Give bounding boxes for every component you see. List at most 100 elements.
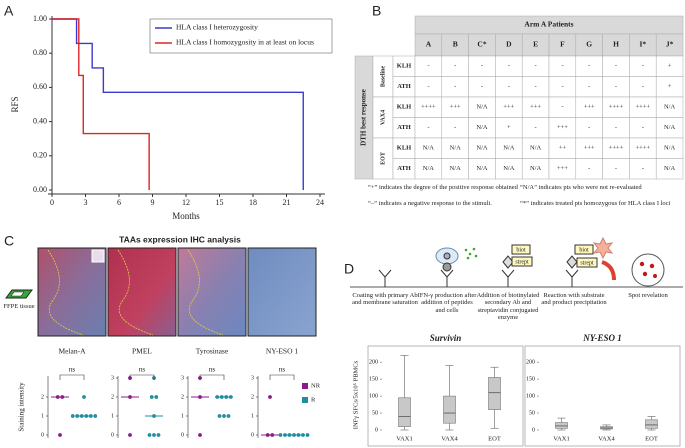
image-label: Tyrosinase — [196, 347, 229, 356]
y-tick-label: 100 — [369, 393, 378, 399]
dot — [301, 433, 305, 437]
dot — [268, 395, 272, 399]
table-value: - — [481, 83, 483, 90]
y-tick-label: 50 — [372, 410, 378, 416]
x-tick-label: 6 — [117, 198, 121, 207]
y-tick-label: 3 — [181, 375, 184, 381]
table-value: N/A — [450, 145, 462, 152]
dot — [152, 433, 156, 437]
y-tick-label: 100 — [526, 393, 535, 399]
chart-title: Survivin — [430, 333, 462, 343]
table-value: N/A — [503, 165, 515, 172]
table-value: +++ — [557, 124, 568, 131]
table-value: - — [535, 83, 537, 90]
y-tick-label: 0.80 — [33, 48, 47, 57]
row-label: KLH — [397, 63, 411, 70]
column-header: A — [426, 40, 432, 49]
y-tick-label: 3 — [251, 375, 254, 381]
column-header: B — [453, 40, 458, 49]
image-label: NY-ESO 1 — [266, 347, 299, 356]
ffpe-icon — [5, 289, 33, 299]
ns-bracket — [199, 374, 225, 380]
dot — [82, 395, 86, 399]
step-text-box: Reaction with substrate and product prec… — [541, 292, 607, 307]
step-text: Reaction with substrate and product prec… — [541, 292, 607, 307]
step-text: Spot revelation — [628, 292, 668, 299]
column-header: F — [560, 40, 565, 49]
dot — [152, 414, 156, 418]
dot — [305, 433, 310, 437]
row-label: ATH — [397, 83, 411, 90]
dot — [79, 414, 84, 418]
panel-frame — [367, 345, 524, 447]
table-value: - — [588, 165, 590, 172]
tumor-border — [187, 249, 224, 336]
y-tick-label: 0 — [111, 432, 114, 438]
table-value: N/A — [423, 165, 435, 172]
dot — [84, 414, 89, 418]
dot — [278, 433, 283, 437]
table-value: N/A — [476, 104, 488, 111]
dot — [154, 395, 159, 399]
box — [555, 422, 568, 429]
row-label: KLH — [397, 145, 411, 152]
legend-label: R — [311, 396, 316, 403]
dot — [60, 395, 65, 399]
km-curve — [52, 18, 304, 190]
table-value: - — [588, 63, 590, 70]
column-header: E — [533, 40, 538, 49]
legend-label: NR — [311, 382, 321, 389]
x-tick-label: VAX4 — [441, 435, 458, 442]
panel-letter: C — [4, 233, 14, 249]
table-value: - — [561, 104, 563, 111]
tumor-border — [117, 249, 154, 336]
dot — [128, 395, 132, 399]
table-value: ++ — [559, 145, 567, 152]
table-value: N/A — [530, 165, 542, 172]
y-tick-label: 0.40 — [33, 116, 47, 125]
table-value: +++ — [557, 165, 568, 172]
step-text-box: IFN-γ production after addition of pepti… — [418, 292, 477, 314]
table-cell — [655, 158, 684, 180]
ns-bracket — [129, 374, 155, 380]
dot — [147, 433, 152, 437]
legend-label: HLA class I homozygosity in at least on … — [176, 38, 314, 47]
table-value: N/A — [664, 124, 676, 131]
dot — [149, 395, 154, 399]
group-label: VAX4 — [380, 110, 386, 125]
column-header: I* — [639, 40, 646, 49]
footnote: “+” indicates the degree of the positive… — [368, 184, 518, 191]
ihc-image — [177, 247, 247, 337]
legend-swatch — [302, 383, 308, 389]
annotation: ns — [69, 366, 76, 374]
table-value: ++++ — [609, 104, 624, 111]
dot — [287, 433, 292, 437]
dot — [55, 395, 60, 399]
table-value: - — [427, 63, 429, 70]
table-value: +++ — [584, 145, 595, 152]
y-tick-label: 0.00 — [33, 185, 47, 194]
dot — [198, 433, 202, 437]
table-header: Arm A Patients — [524, 20, 573, 29]
dot — [219, 395, 224, 399]
legend-swatch — [302, 397, 308, 403]
tissue-label: FFPE tissue — [3, 303, 35, 310]
y-axis-label: RFS — [10, 96, 20, 112]
chart-title: NY-ESO 1 — [582, 333, 621, 343]
dot — [198, 395, 202, 399]
ihc-image — [37, 247, 107, 337]
ihc-image — [247, 247, 317, 337]
annotation: ns — [209, 366, 216, 374]
step-text-box: Spot revelation — [628, 292, 668, 299]
table-value: - — [508, 83, 510, 90]
column-header: C* — [477, 40, 486, 49]
box — [443, 395, 456, 424]
image-label: Melan-A — [58, 347, 86, 356]
legend-label: HLA class I heterozygosity — [176, 23, 258, 32]
table-value: - — [508, 63, 510, 70]
table-value: - — [615, 63, 617, 70]
table-value: - — [561, 63, 563, 70]
table-value: - — [642, 63, 644, 70]
table-value: - — [642, 165, 644, 172]
